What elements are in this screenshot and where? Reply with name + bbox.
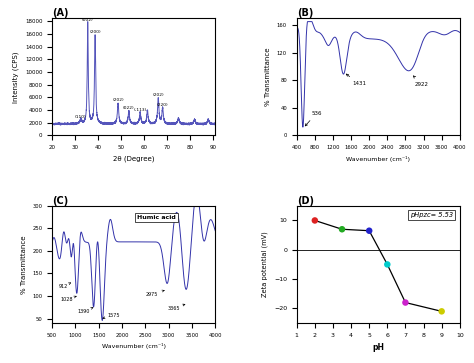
Y-axis label: Zeta potential (mV): Zeta potential (mV) [262,232,268,297]
Text: 1028: 1028 [61,296,76,302]
Text: 1431: 1431 [346,74,366,86]
Text: Humic acid: Humic acid [137,215,176,220]
Text: (202): (202) [112,98,124,102]
Text: (110): (110) [75,115,87,119]
Point [401,299,409,305]
Text: (200): (200) [89,30,101,34]
Text: (A): (A) [52,8,69,18]
X-axis label: Wavenumber (cm⁻¹): Wavenumber (cm⁻¹) [346,156,410,162]
Text: pHpzc= 5.53: pHpzc= 5.53 [410,212,453,218]
Point [383,261,391,267]
Text: (B): (B) [297,8,313,18]
Text: (C): (C) [52,196,68,206]
Text: 2922: 2922 [413,76,428,87]
Text: (202): (202) [153,93,164,97]
Y-axis label: Intensity (CPS): Intensity (CPS) [13,51,19,102]
Text: (002): (002) [82,18,93,22]
Text: (-113): (-113) [134,108,147,112]
Y-axis label: % Transmittance: % Transmittance [21,235,27,294]
Y-axis label: % Transmittance: % Transmittance [265,48,271,106]
Text: (022): (022) [123,106,135,110]
Text: 2975: 2975 [146,290,164,297]
Point [365,228,373,234]
X-axis label: 2θ (Degree): 2θ (Degree) [113,156,155,162]
Point [311,217,319,223]
X-axis label: Wavenumber (cm⁻¹): Wavenumber (cm⁻¹) [101,343,166,349]
Text: 1575: 1575 [103,313,119,319]
Text: 1390: 1390 [77,307,93,314]
Text: (D): (D) [297,196,314,206]
Text: 536: 536 [305,111,322,126]
Point [338,227,346,232]
Text: 912: 912 [58,283,71,289]
Text: (220): (220) [157,103,168,107]
Text: 3365: 3365 [168,304,185,310]
X-axis label: pH: pH [372,343,384,352]
Point [438,309,446,314]
